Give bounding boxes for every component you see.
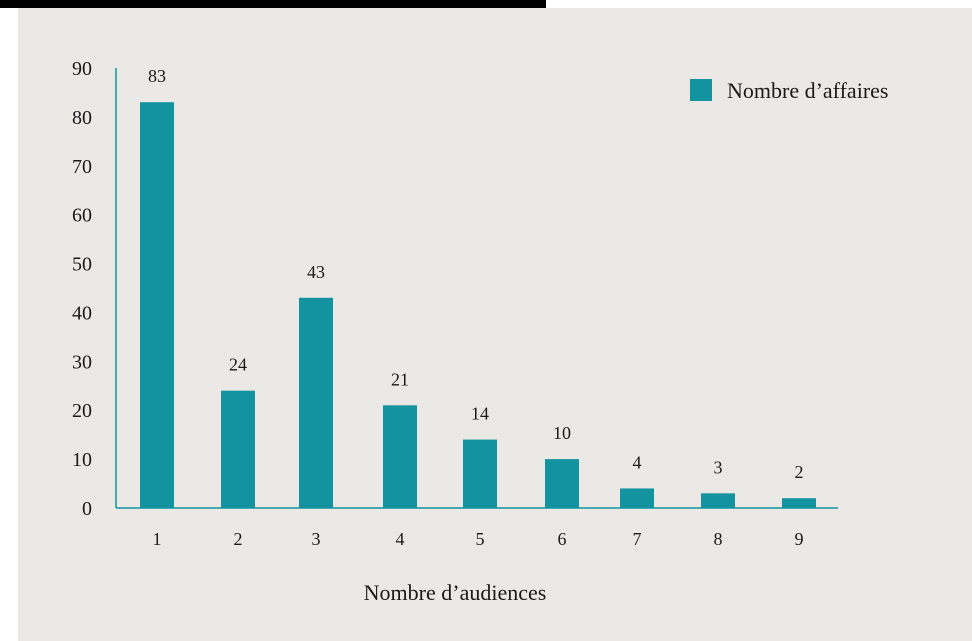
- y-tick-label: 0: [82, 498, 92, 520]
- y-tick-label: 40: [72, 302, 92, 324]
- y-tick-label: 80: [72, 107, 92, 129]
- y-tick-label: 90: [72, 58, 92, 80]
- bar: [620, 488, 654, 508]
- y-tick-label: 30: [72, 351, 92, 373]
- bar-data-label: 14: [471, 404, 489, 424]
- bar-data-label: 3: [714, 457, 723, 477]
- y-tick-label: 60: [72, 205, 92, 227]
- top-black-bar: [0, 0, 546, 8]
- x-tick-label: 2: [234, 529, 243, 549]
- bar: [221, 390, 255, 508]
- x-tick-label: 8: [714, 529, 723, 549]
- bar: [782, 498, 816, 508]
- chart-panel: [18, 8, 972, 641]
- legend: Nombre d’affaires: [690, 78, 888, 103]
- x-tick-label: 6: [558, 529, 567, 549]
- x-tick-label: 5: [476, 529, 485, 549]
- bar: [701, 493, 735, 508]
- x-tick-label: 7: [633, 529, 642, 549]
- bar: [383, 405, 417, 508]
- bar-data-label: 83: [148, 66, 166, 86]
- y-tick-label: 10: [72, 449, 92, 471]
- bar-data-label: 10: [553, 423, 571, 443]
- bar: [463, 439, 497, 508]
- bar: [545, 459, 579, 508]
- bar: [299, 297, 333, 508]
- bar-data-label: 2: [795, 462, 804, 482]
- bar: [140, 102, 174, 508]
- legend-swatch: [690, 79, 712, 101]
- y-axis-ticks: 0 10 20 30 40 50 60 70 80 90: [72, 58, 92, 520]
- x-tick-label: 1: [153, 529, 162, 549]
- bar-data-label: 43: [307, 262, 325, 282]
- bar-data-label: 24: [229, 355, 247, 375]
- x-axis-title: Nombre d’audiences: [364, 580, 547, 605]
- legend-label: Nombre d’affaires: [727, 78, 888, 103]
- x-tick-label: 4: [396, 529, 405, 549]
- y-tick-label: 70: [72, 156, 92, 178]
- x-axis-ticks: 1 2 3 4 5 6 7 8 9: [153, 529, 804, 549]
- x-tick-label: 3: [312, 529, 321, 549]
- bars: [140, 102, 816, 508]
- y-tick-label: 50: [72, 254, 92, 276]
- bar-data-label: 4: [633, 452, 642, 472]
- x-tick-label: 9: [795, 529, 804, 549]
- bar-data-label: 21: [391, 369, 409, 389]
- y-tick-label: 20: [72, 400, 92, 422]
